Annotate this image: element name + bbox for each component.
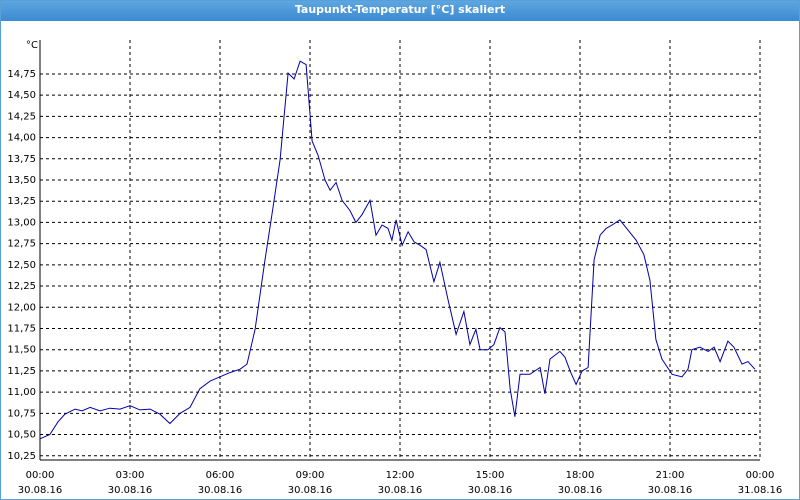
x-tick-label: 15:00 [476,470,505,481]
y-tick-label: 11,25 [7,366,36,377]
x-tick-label: 00:00 [26,470,55,481]
y-tick-label: 10,25 [7,451,36,462]
x-tick-date: 30.08.16 [198,485,243,496]
x-tick-date: 30.08.16 [108,485,153,496]
x-tick-date: 31.08.16 [738,485,783,496]
y-tick-label: 10,75 [7,408,36,419]
y-axis-label: °C [26,40,38,51]
x-tick-label: 06:00 [206,470,235,481]
title-bar [1,1,799,21]
x-tick-date: 30.08.16 [558,485,603,496]
x-tick-label: 03:00 [116,470,145,481]
y-tick-label: 14,75 [7,69,36,80]
x-tick-label: 21:00 [656,470,685,481]
x-tick-label: 09:00 [296,470,325,481]
x-tick-label: 00:00 [746,470,775,481]
y-tick-label: 12,00 [7,302,36,313]
y-tick-label: 14,25 [7,111,36,122]
y-tick-label: 13,00 [7,217,36,228]
x-tick-date: 30.08.16 [648,485,693,496]
y-tick-label: 14,50 [7,90,36,101]
y-tick-label: 13,75 [7,154,36,165]
x-tick-date: 30.08.16 [378,485,423,496]
y-tick-label: 13,50 [7,175,36,186]
x-tick-date: 30.08.16 [468,485,513,496]
x-tick-label: 18:00 [566,470,595,481]
chart-title: Taupunkt-Temperatur [°C] skaliert [295,3,505,16]
y-tick-label: 12,25 [7,281,36,292]
y-tick-label: 11,50 [7,345,36,356]
x-tick-label: 12:00 [386,470,415,481]
y-tick-label: 12,75 [7,239,36,250]
y-tick-label: 10,50 [7,430,36,441]
x-tick-date: 30.08.16 [18,485,63,496]
y-tick-label: 11,75 [7,323,36,334]
y-tick-label: 11,00 [7,387,36,398]
data-line [39,60,756,440]
y-tick-label: 14,00 [7,133,36,144]
y-tick-label: 12,50 [7,260,36,271]
y-tick-label: 13,25 [7,196,36,207]
x-tick-date: 30.08.16 [288,485,333,496]
